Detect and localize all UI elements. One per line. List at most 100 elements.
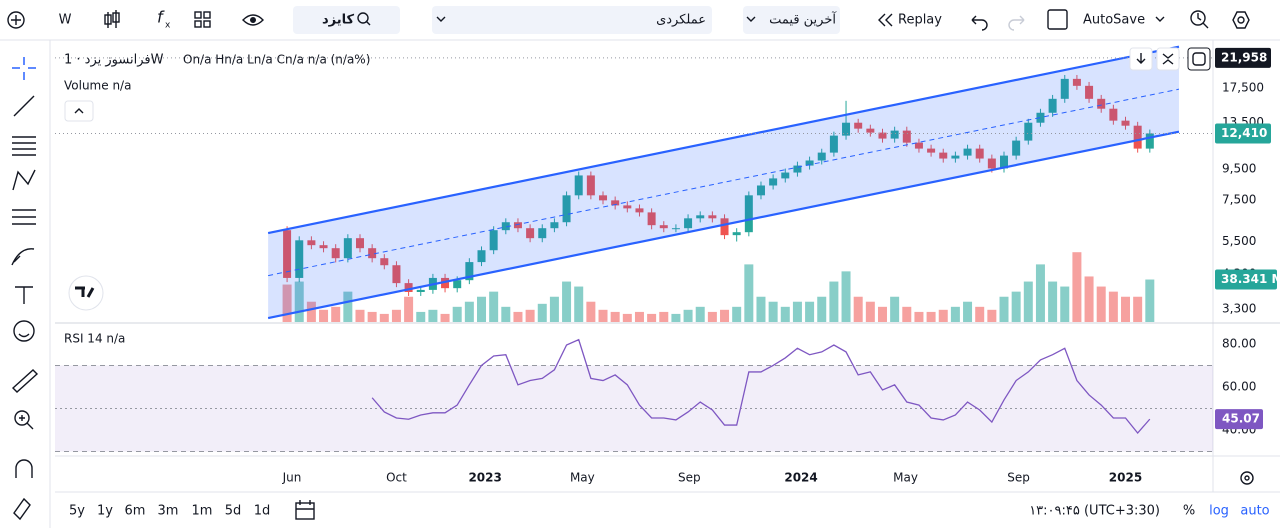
goto-date-button[interactable]	[295, 500, 315, 520]
svg-text:x: x	[165, 21, 171, 31]
volume-bar	[841, 271, 851, 322]
range-button[interactable]: 1d	[254, 504, 271, 519]
emoji-tool[interactable]	[13, 320, 35, 342]
zoom-tool[interactable]	[14, 410, 34, 430]
rsi-label-box	[1215, 409, 1263, 430]
replay-button[interactable]: Replay	[878, 13, 942, 28]
collapse-legend-button[interactable]	[64, 100, 94, 122]
fib-tool[interactable]	[12, 136, 36, 156]
volume-bar	[1011, 291, 1021, 322]
volume-bar	[756, 296, 766, 322]
autosave-chevron[interactable]	[1155, 16, 1165, 22]
ruler-tool[interactable]	[11, 369, 39, 393]
x-tick-label: May	[893, 471, 918, 485]
layouts-button[interactable]	[194, 11, 211, 28]
candle-body	[987, 158, 996, 169]
candle-body	[331, 248, 340, 259]
log-toggle[interactable]: log	[1209, 504, 1229, 519]
range-button[interactable]: 5y	[69, 504, 85, 519]
candle-body	[732, 232, 741, 236]
candle-body	[878, 132, 887, 139]
candle-body	[526, 228, 535, 239]
volume-bar	[391, 309, 401, 322]
range-button[interactable]: 6m	[125, 504, 146, 519]
candle-body	[1109, 108, 1118, 121]
price-label-box	[1215, 123, 1271, 144]
y-tick-label: 9,500	[1222, 161, 1256, 175]
candle-body	[355, 238, 364, 249]
volume-bar	[1121, 296, 1131, 322]
volume-bar	[1084, 276, 1094, 322]
candle-body	[951, 155, 960, 159]
candle-body	[586, 175, 595, 196]
add-symbol-button[interactable]	[7, 11, 25, 29]
crosshair-tool[interactable]	[12, 57, 36, 80]
pattern-tool[interactable]	[12, 169, 36, 191]
brush-tool[interactable]	[11, 248, 35, 266]
candle-body	[805, 160, 814, 166]
volume-bar	[890, 296, 900, 322]
magnet-tool[interactable]	[15, 459, 33, 478]
volume-bar	[902, 306, 912, 322]
undo-button[interactable]	[971, 15, 988, 31]
volume-bar	[440, 313, 450, 322]
candle-body	[781, 172, 790, 179]
text-tool[interactable]	[15, 286, 33, 304]
candle-body	[963, 148, 972, 156]
percent-toggle[interactable]: %	[1183, 504, 1195, 519]
candle-body	[647, 212, 656, 226]
interval-button[interactable]: W	[59, 13, 72, 28]
y-tick-label: 17,500	[1222, 80, 1264, 94]
chart-type-button[interactable]	[104, 10, 120, 28]
lock-tool[interactable]	[13, 497, 31, 521]
volume-bar	[367, 311, 377, 322]
volume-bar	[1096, 286, 1106, 322]
volume-bar	[622, 313, 632, 322]
pane-buttons[interactable]	[1129, 47, 1211, 71]
volume-bar	[477, 296, 487, 322]
candle-body	[890, 130, 899, 139]
volume-bar	[671, 313, 681, 322]
settings-button[interactable]	[1232, 11, 1250, 29]
y-tick-label: 3,300	[1222, 301, 1256, 315]
hide-button[interactable]	[242, 14, 264, 26]
trendline-tool[interactable]	[13, 95, 35, 117]
volume-bar	[1108, 291, 1118, 322]
svg-text:f: f	[157, 8, 165, 27]
range-button[interactable]: 1m	[192, 504, 213, 519]
chart-area: 3,3004,3005,5007,5009,50013,50017,500Jun…	[55, 40, 1280, 492]
layout-dropdown[interactable]: عملکردی	[432, 6, 712, 34]
candle-body	[465, 262, 474, 281]
autosave-checkbox[interactable]	[1047, 9, 1068, 30]
range-button[interactable]: 5d	[225, 504, 242, 519]
candle-body	[319, 245, 328, 249]
time-axis-settings[interactable]	[1240, 471, 1254, 485]
alert-button[interactable]	[1190, 10, 1209, 29]
volume-bar	[683, 309, 693, 322]
volume-bar	[319, 309, 329, 322]
forecast-tool[interactable]	[12, 209, 36, 225]
volume-bar	[792, 301, 802, 322]
volume-bar	[537, 303, 547, 322]
price-dropdown[interactable]: آخرین قیمت	[743, 6, 840, 34]
volume-bar	[574, 286, 584, 322]
x-tick-label: Oct	[386, 471, 407, 485]
channel-upper	[267, 45, 1180, 235]
volume-bar	[598, 309, 608, 322]
volume-bar	[805, 301, 815, 322]
rsi-label: 45.07	[1222, 412, 1260, 426]
redo-button[interactable]	[1008, 15, 1025, 31]
rsi-tick-label: 80.00	[1222, 336, 1256, 350]
x-tick-label: Sep	[1007, 471, 1030, 485]
range-button[interactable]: 3m	[158, 504, 179, 519]
auto-toggle[interactable]: auto	[1240, 504, 1269, 519]
rsi-line	[371, 338, 1151, 435]
range-button[interactable]: 1y	[97, 504, 113, 519]
symbol-search-button[interactable]: کایزد	[293, 6, 400, 34]
volume-bar	[853, 296, 863, 322]
autosave-text[interactable]: AutoSave	[1083, 13, 1145, 28]
volume-bar	[926, 311, 936, 322]
candle-body	[1097, 98, 1106, 109]
